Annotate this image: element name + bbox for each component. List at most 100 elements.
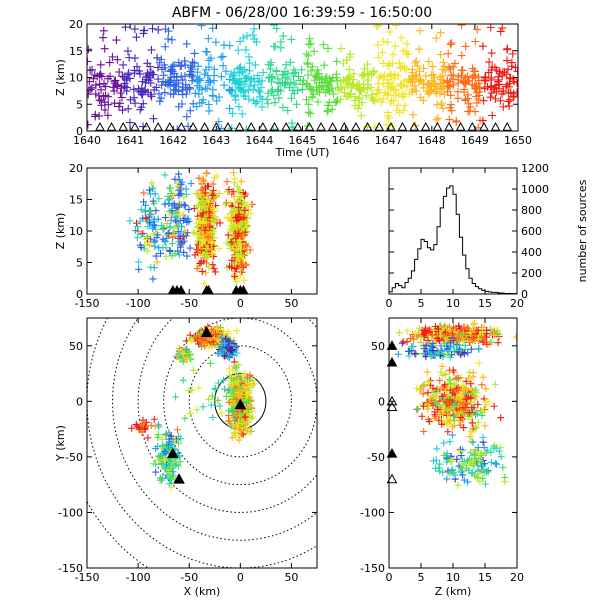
source-point bbox=[203, 337, 211, 345]
source-point bbox=[491, 380, 499, 388]
source-point bbox=[168, 65, 177, 74]
source-point bbox=[230, 169, 238, 177]
source-point bbox=[192, 102, 201, 111]
source-point bbox=[449, 334, 457, 342]
x-tick-label: 1640 bbox=[73, 134, 101, 147]
source-point bbox=[140, 85, 149, 94]
source-point bbox=[122, 87, 131, 96]
x-tick-label: 1647 bbox=[375, 134, 403, 147]
source-point bbox=[486, 24, 495, 32]
source-point bbox=[226, 86, 235, 95]
source-point bbox=[225, 41, 234, 50]
source-point bbox=[263, 95, 272, 104]
source-point bbox=[438, 420, 446, 428]
source-point bbox=[312, 83, 321, 92]
source-point bbox=[457, 413, 465, 421]
source-point bbox=[154, 89, 163, 98]
source-point bbox=[174, 223, 182, 231]
source-point bbox=[440, 439, 448, 447]
source-point bbox=[233, 422, 241, 430]
source-point bbox=[468, 336, 476, 344]
source-point bbox=[148, 185, 156, 193]
source-point bbox=[240, 198, 248, 206]
source-point bbox=[238, 371, 246, 379]
source-point bbox=[223, 178, 231, 186]
source-point bbox=[87, 77, 94, 86]
station-marker bbox=[234, 398, 247, 410]
source-point bbox=[243, 391, 251, 399]
source-point bbox=[204, 182, 212, 190]
source-point bbox=[332, 70, 341, 79]
source-point bbox=[203, 245, 211, 253]
source-point bbox=[447, 420, 455, 428]
source-point bbox=[186, 106, 195, 115]
source-point bbox=[117, 93, 126, 102]
source-point bbox=[242, 399, 250, 407]
source-point bbox=[158, 222, 166, 230]
source-point bbox=[167, 185, 175, 193]
source-point bbox=[183, 252, 191, 260]
x-tick-label: 20 bbox=[510, 297, 524, 310]
source-point bbox=[393, 71, 402, 80]
source-point bbox=[444, 81, 453, 90]
source-point bbox=[310, 76, 319, 85]
source-point bbox=[198, 240, 206, 248]
source-point bbox=[383, 82, 392, 91]
source-point bbox=[131, 99, 140, 108]
source-point bbox=[157, 249, 165, 257]
source-point bbox=[237, 427, 245, 435]
source-point bbox=[292, 100, 301, 109]
source-point bbox=[198, 85, 207, 94]
source-point bbox=[233, 226, 241, 234]
source-point bbox=[195, 384, 203, 392]
y-tick-label: 1200 bbox=[521, 162, 549, 175]
source-point bbox=[276, 37, 285, 46]
source-point bbox=[474, 444, 482, 452]
source-point bbox=[458, 457, 466, 465]
source-point bbox=[225, 186, 233, 194]
source-point bbox=[164, 229, 172, 237]
source-point bbox=[87, 83, 96, 92]
y-tick-label: 20 bbox=[69, 162, 83, 175]
source-point bbox=[142, 215, 150, 223]
source-point bbox=[414, 329, 422, 337]
source-point bbox=[230, 193, 238, 201]
station-marker bbox=[281, 121, 291, 131]
source-point bbox=[232, 260, 240, 268]
source-point bbox=[491, 459, 499, 467]
source-point bbox=[130, 66, 139, 75]
source-point bbox=[217, 53, 226, 62]
y-tick-label: 50 bbox=[371, 340, 385, 353]
source-point bbox=[434, 325, 442, 333]
source-point bbox=[204, 56, 213, 65]
x-tick-label: 1648 bbox=[418, 134, 446, 147]
source-point bbox=[412, 57, 421, 66]
source-point bbox=[170, 200, 178, 208]
source-point bbox=[450, 412, 458, 420]
source-point bbox=[104, 92, 113, 101]
source-point bbox=[494, 72, 503, 81]
source-point bbox=[267, 77, 276, 86]
source-point bbox=[208, 239, 216, 247]
source-point bbox=[477, 457, 485, 465]
source-point bbox=[402, 39, 411, 48]
source-point bbox=[149, 114, 158, 123]
source-point bbox=[487, 458, 495, 466]
source-point bbox=[181, 227, 189, 235]
source-point bbox=[245, 412, 253, 420]
x-tick-label: 1646 bbox=[332, 134, 360, 147]
source-point bbox=[203, 169, 211, 177]
source-point bbox=[495, 80, 504, 89]
source-point bbox=[119, 60, 128, 69]
source-point bbox=[201, 342, 209, 350]
source-point bbox=[213, 172, 221, 180]
source-point bbox=[298, 80, 307, 89]
source-point bbox=[244, 86, 253, 95]
source-point bbox=[406, 78, 415, 87]
source-point bbox=[244, 72, 253, 81]
source-point bbox=[187, 337, 195, 345]
x-tick-label: 1643 bbox=[202, 134, 230, 147]
source-point bbox=[115, 68, 124, 77]
source-point bbox=[194, 190, 202, 198]
